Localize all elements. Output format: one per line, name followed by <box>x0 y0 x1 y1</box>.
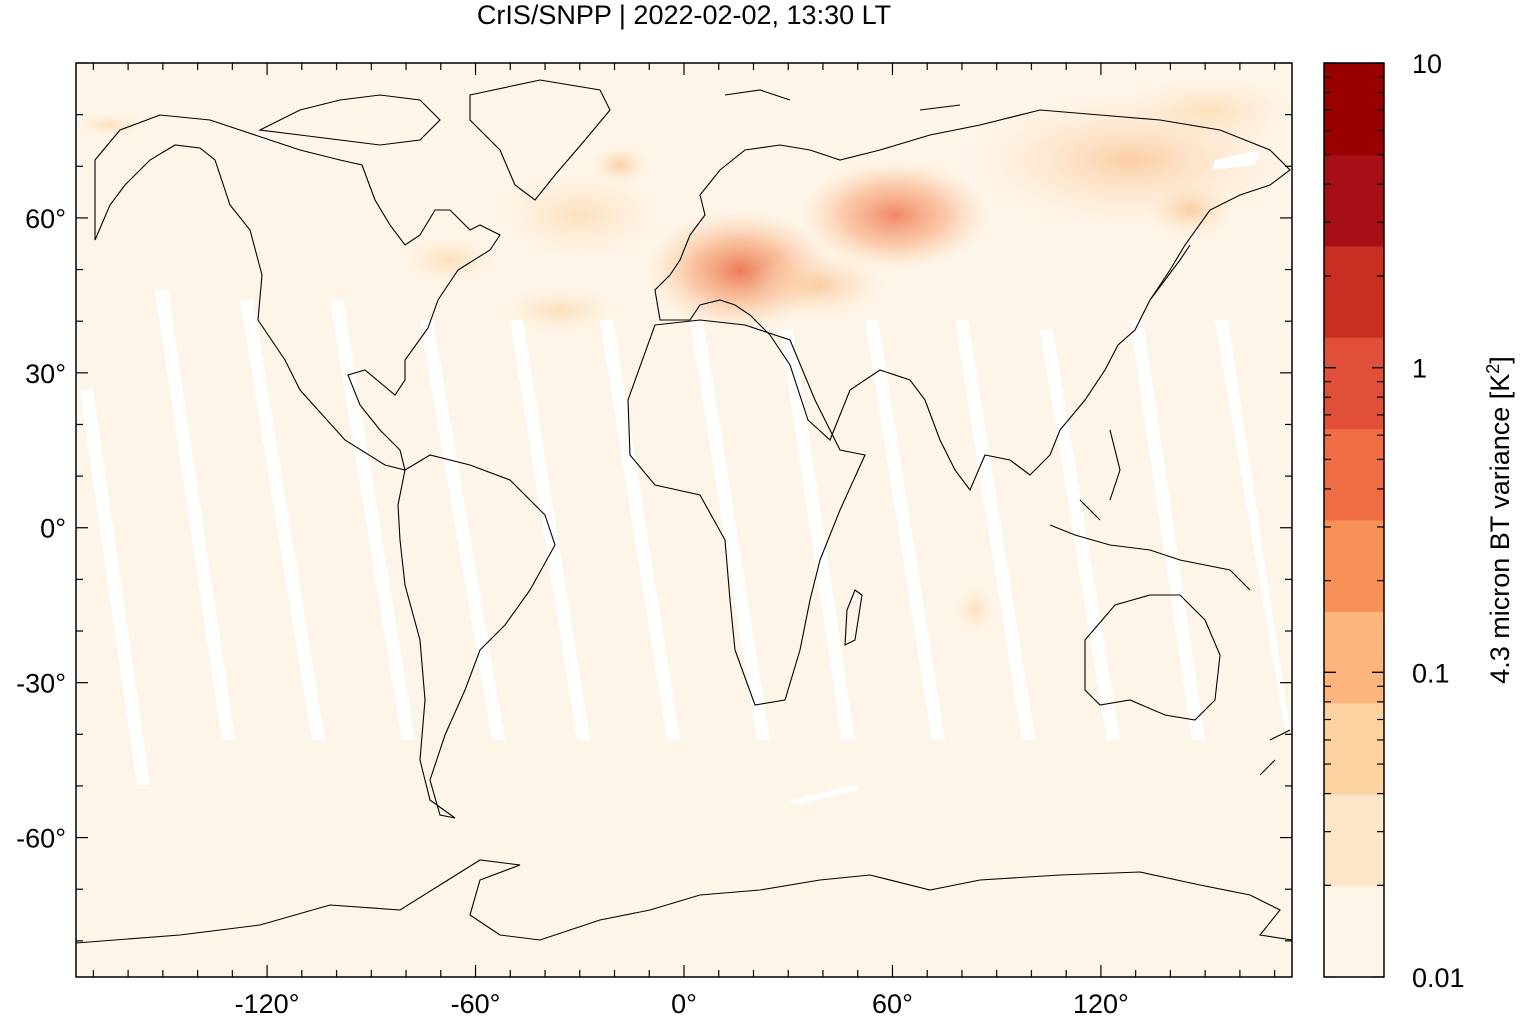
colorbar-block <box>1324 611 1384 704</box>
map-tick-labels: -120° -60° 0° 60° 120° 60° 30° 0° -30° -60° <box>16 204 1129 1019</box>
colorbar-label: 4.3 micron BT variance [K2] <box>1483 356 1515 684</box>
variance-moderate-region <box>955 585 995 635</box>
y-tick-label: 60° <box>25 204 66 234</box>
y-tick-label: 30° <box>25 359 66 389</box>
coastline-greenland <box>469 79 611 201</box>
colorbar-tick-label: 0.01 <box>1412 963 1465 993</box>
colorbar-tick-label: 10 <box>1412 49 1442 79</box>
variance-moderate-region <box>400 235 500 285</box>
y-tick-label: 0° <box>40 514 66 544</box>
colorbar-block <box>1324 885 1384 978</box>
map-title: CrIS/SNPP | 2022-02-02, 13:30 LT <box>477 0 891 30</box>
coastline-arctic-islands <box>258 89 961 146</box>
coastline-japan <box>1149 244 1191 301</box>
x-tick-label: 0° <box>671 989 697 1019</box>
colorbar-block <box>1324 245 1384 338</box>
variance-high-region <box>750 250 890 320</box>
colorbar-frame <box>1323 62 1385 978</box>
coastline-new-zealand <box>1259 729 1291 776</box>
variance-moderate-region <box>76 113 145 137</box>
variance-moderate-region <box>1120 75 1292 145</box>
y-tick-label: -60° <box>16 824 66 854</box>
variance-high-region <box>800 160 990 270</box>
colorbar-tick-label: 0.1 <box>1412 658 1450 688</box>
colorbar-blocks <box>1324 63 1384 978</box>
coastline-south-america <box>397 454 556 819</box>
colorbar: 10 1 0.1 0.01 4.3 micron BT variance [K2] <box>1323 49 1515 993</box>
x-tick-label: -60° <box>451 989 501 1019</box>
coastline-southeast-asia <box>1049 429 1251 591</box>
colorbar-block <box>1324 428 1384 521</box>
coastline-madagascar <box>844 589 863 646</box>
coastline-australia <box>1084 594 1221 721</box>
colorbar-block <box>1324 63 1384 155</box>
map-panel <box>76 63 1292 977</box>
y-tick-label: -30° <box>16 669 66 699</box>
colorbar-block <box>1324 154 1384 247</box>
map-ticks <box>76 62 1292 977</box>
x-tick-label: -120° <box>235 989 300 1019</box>
x-tick-label: 120° <box>1073 989 1129 1019</box>
colorbar-tick-label: 1 <box>1412 354 1427 384</box>
colorbar-block <box>1324 520 1384 612</box>
variance-moderate-region <box>590 145 650 185</box>
variance-moderate-region <box>500 285 620 335</box>
coastlines <box>76 79 1292 944</box>
coastline-europe-asia <box>654 109 1291 492</box>
colorbar-tick-labels: 10 1 0.1 0.01 <box>1412 49 1465 993</box>
colorbar-block <box>1324 794 1384 887</box>
colorbar-label-superscript: 2 <box>1483 364 1503 374</box>
swath-gaps <box>80 150 1290 805</box>
coastline-africa <box>627 319 866 706</box>
variance-field <box>76 75 1292 635</box>
coastline-north-america <box>94 114 501 471</box>
colorbar-ticks <box>1324 62 1384 978</box>
variance-moderate-region <box>1145 180 1235 240</box>
colorbar-block <box>1324 702 1384 795</box>
variance-moderate-region <box>495 170 665 260</box>
coastline-antarctica <box>76 859 1292 944</box>
colorbar-block <box>1324 337 1384 430</box>
x-tick-label: 60° <box>872 989 913 1019</box>
